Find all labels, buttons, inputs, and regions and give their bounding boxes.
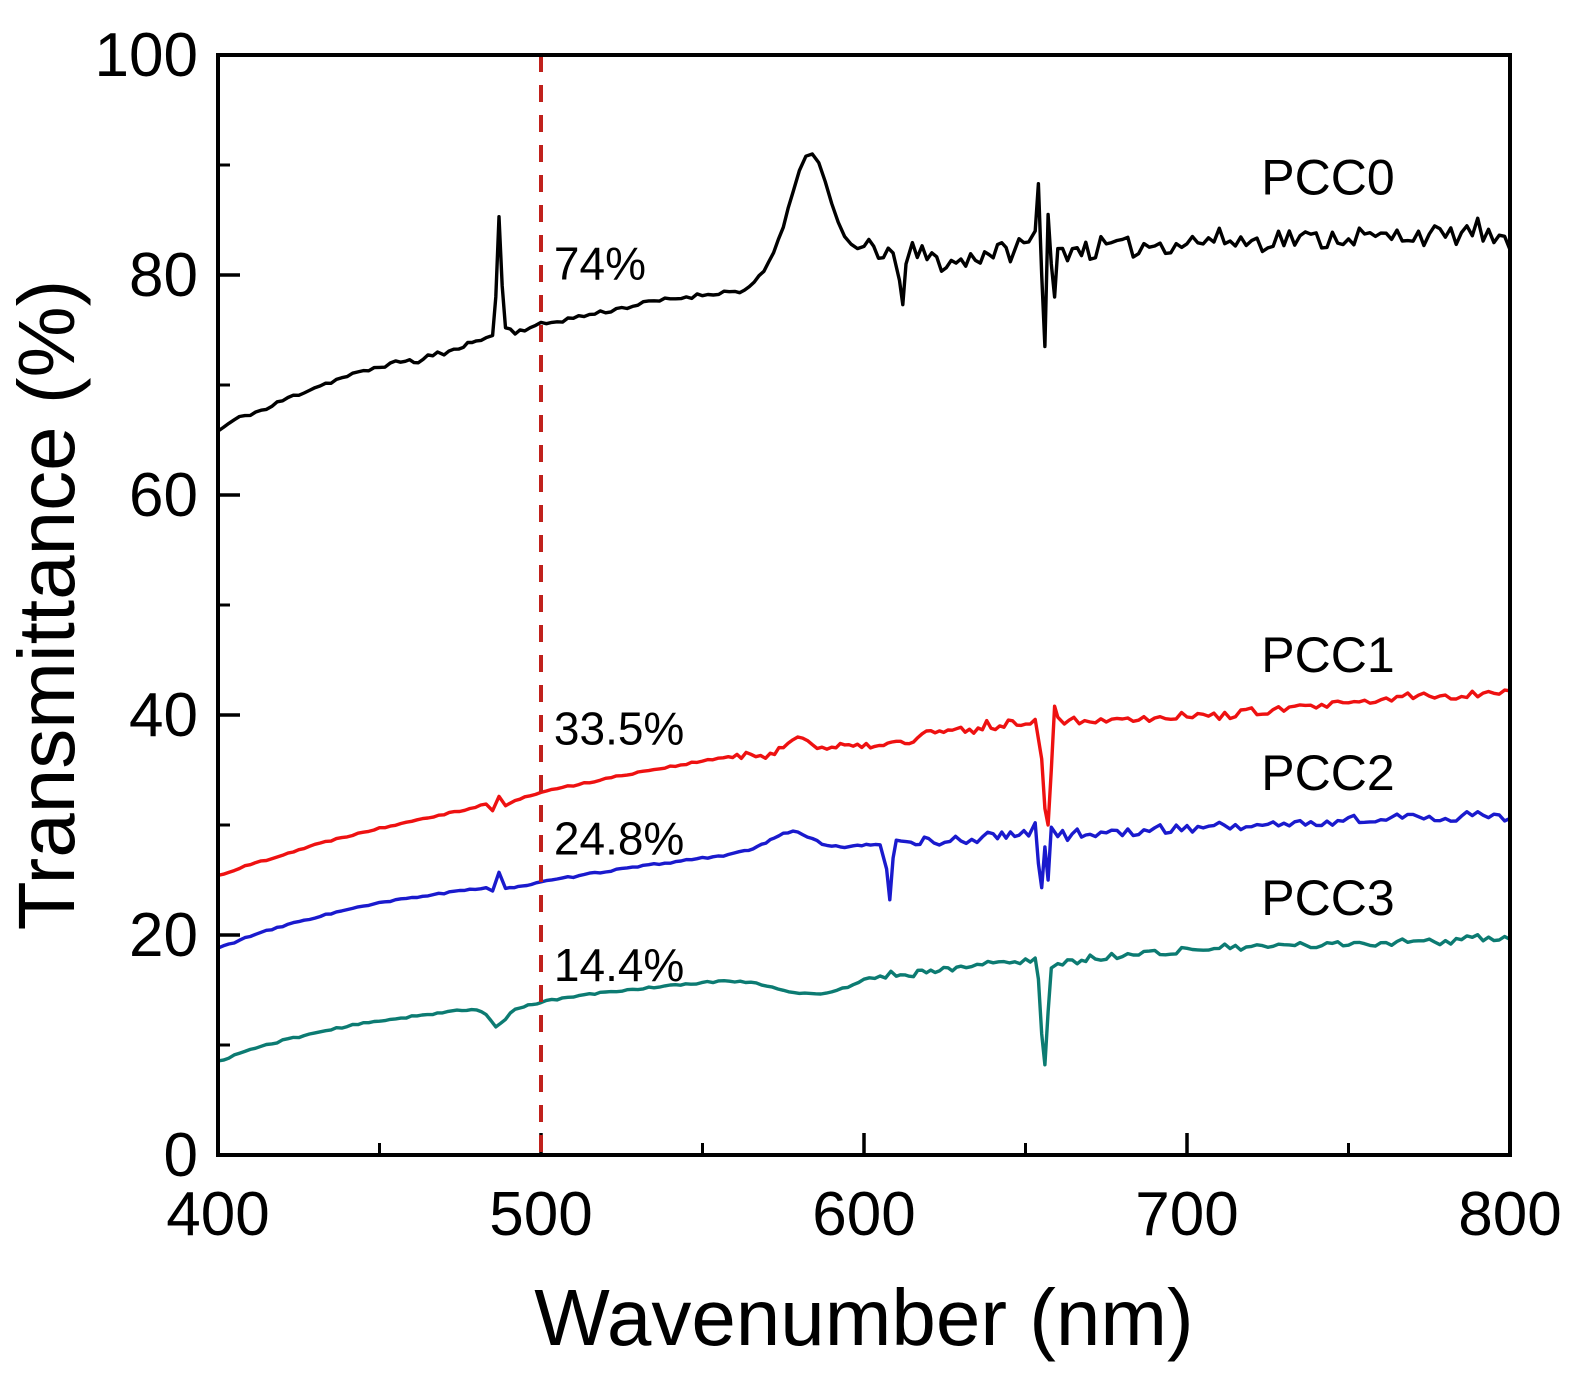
x-tick-label: 700 xyxy=(1135,1180,1238,1249)
plot-frame xyxy=(216,53,1512,1157)
x-tick-label: 500 xyxy=(489,1180,592,1249)
y-tick-label: 60 xyxy=(129,461,198,530)
x-tick-label: 800 xyxy=(1458,1180,1561,1249)
x-axis-label: Wavenumber (nm) xyxy=(534,1273,1193,1362)
y-tick-label: 100 xyxy=(95,21,198,90)
series-label-pcc2: PCC2 xyxy=(1261,745,1394,801)
series-label-pcc3: PCC3 xyxy=(1261,870,1394,926)
series-curve-pcc1 xyxy=(216,688,1512,878)
x-tick-label: 400 xyxy=(166,1180,269,1249)
series-curve-pcc3 xyxy=(216,933,1512,1067)
y-tick-label: 0 xyxy=(164,1121,198,1190)
annotation-74: 74% xyxy=(554,237,646,289)
series-curve-pcc0 xyxy=(216,152,1512,433)
annotation-24.8: 24.8% xyxy=(554,813,684,865)
annotation-14.4: 14.4% xyxy=(554,939,684,991)
y-tick-label: 40 xyxy=(129,681,198,750)
x-tick-label: 600 xyxy=(812,1180,915,1249)
series-label-pcc0: PCC0 xyxy=(1261,150,1394,206)
annotation-33.5: 33.5% xyxy=(554,703,684,755)
y-tick-label: 20 xyxy=(129,901,198,970)
series-label-pcc1: PCC1 xyxy=(1261,627,1394,683)
y-tick-label: 80 xyxy=(129,241,198,310)
y-axis-label: Transmittance (%) xyxy=(2,280,91,931)
series-curve-pcc2 xyxy=(216,810,1512,950)
